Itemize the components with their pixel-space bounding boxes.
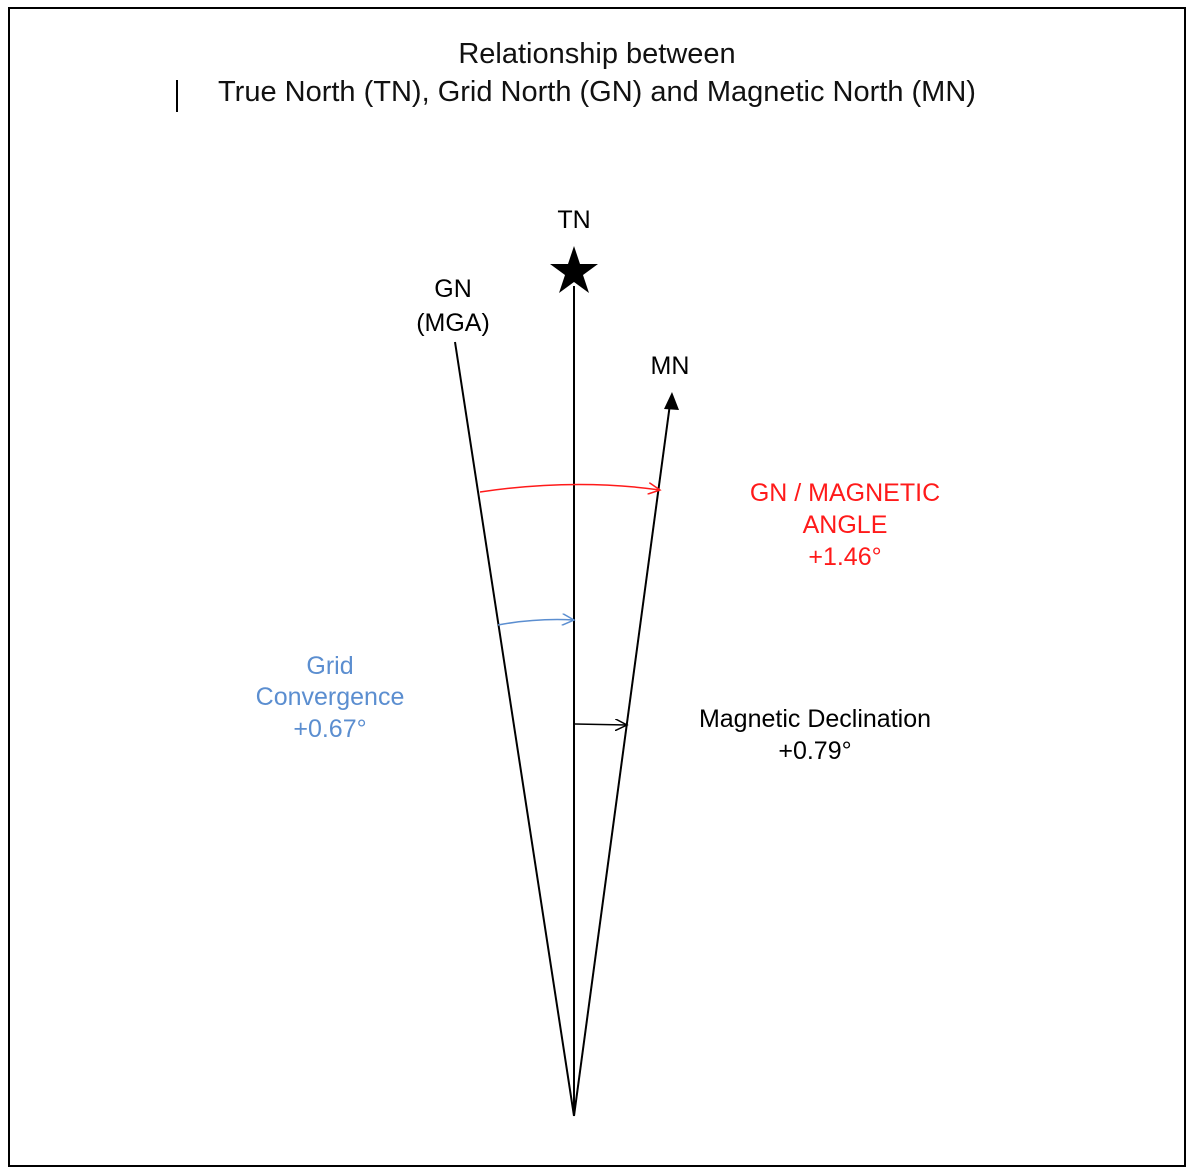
magnetic-declination-value: +0.79° xyxy=(778,737,852,765)
mn-label: MN xyxy=(650,352,690,380)
star-icon xyxy=(550,246,598,293)
gn-magnetic-angle-arc xyxy=(479,484,660,492)
text-cursor xyxy=(176,80,178,112)
gn-mga-label: (MGA) xyxy=(416,309,490,337)
gn-magnetic-angle-value: +1.46° xyxy=(808,543,882,571)
gn-magnetic-angle-label: GN / MAGNETIC xyxy=(749,479,941,507)
gn-label: GN xyxy=(434,275,472,303)
grid-north-line xyxy=(454,341,575,1117)
magnetic-declination-arrow xyxy=(574,724,627,725)
grid-convergence-label: Grid xyxy=(306,652,354,680)
grid-convergence-value: +0.67° xyxy=(293,715,367,743)
magnetic-north-line xyxy=(573,403,671,1117)
grid-convergence-label-2: Convergence xyxy=(255,683,405,711)
title-line-2: True North (TN), Grid North (GN) and Mag… xyxy=(218,76,976,108)
arrowhead-icon xyxy=(664,392,679,410)
grid-convergence-arc xyxy=(497,620,574,625)
title-line-1: Relationship between xyxy=(458,38,736,70)
gn-magnetic-angle-label-2: ANGLE xyxy=(802,511,888,539)
tn-label: TN xyxy=(557,206,591,234)
magnetic-declination-label: Magnetic Declination xyxy=(698,705,932,733)
